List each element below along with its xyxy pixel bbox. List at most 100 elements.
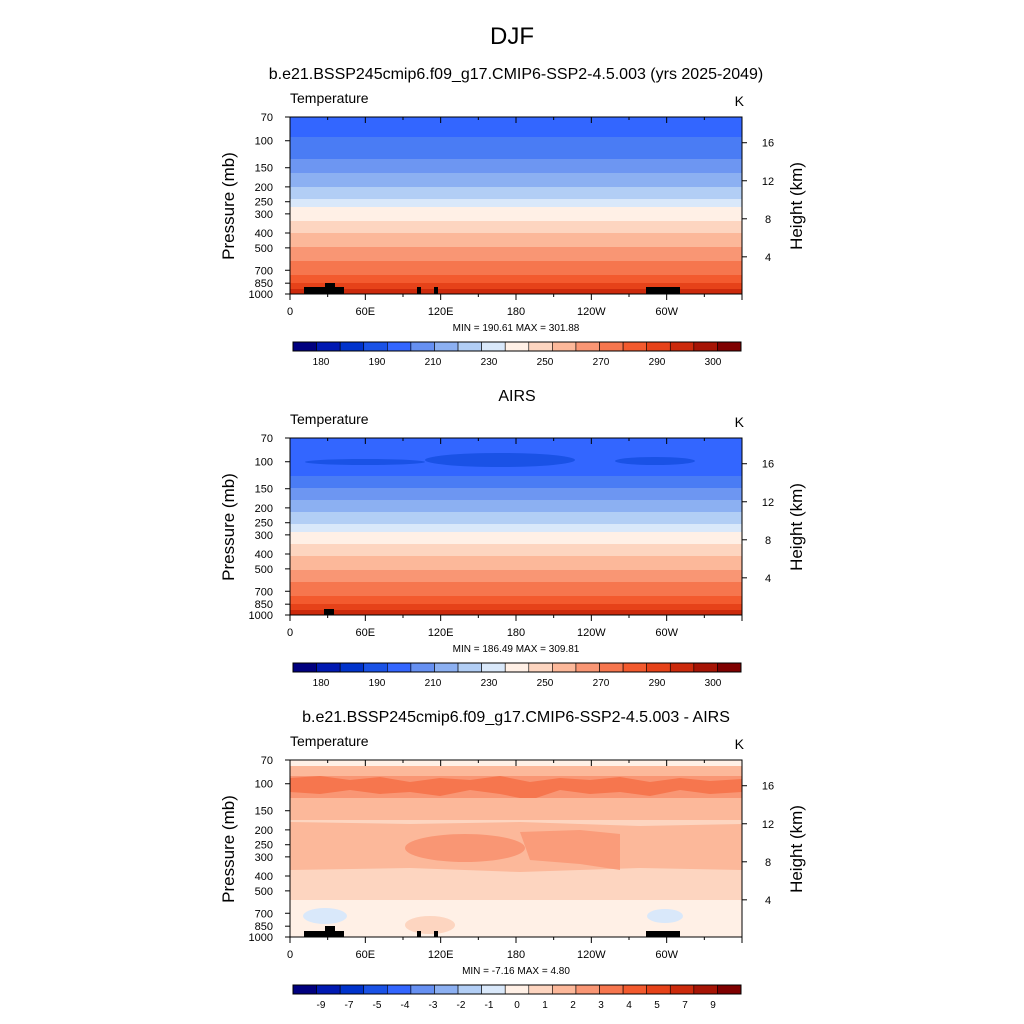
panel-2-band xyxy=(290,532,742,544)
panel-3-colorbar: -9 -7 -5 -4 -3 -2 -1 0 1 2 3 4 5 7 9 xyxy=(292,984,742,1011)
x-tick-label: 0 xyxy=(287,627,293,639)
panel-2-band xyxy=(290,512,742,524)
colorbar-label: -9 xyxy=(317,1000,326,1011)
panel-1-band xyxy=(290,261,742,275)
colorbar-label: 230 xyxy=(481,678,498,689)
colorbar-swatch xyxy=(693,662,718,673)
y-tick-label: 150 xyxy=(255,163,273,175)
panel-2-band xyxy=(290,596,742,604)
colorbar-swatch xyxy=(363,984,388,995)
panel-1-title: b.e21.BSSP245cmip6.f09_g17.CMIP6-SSP2-4.… xyxy=(269,66,764,83)
colorbar-swatch xyxy=(363,662,388,673)
colorbar-swatch xyxy=(481,984,506,995)
colorbar-swatch xyxy=(646,984,671,995)
panel-1-height-axis: 4 8 12 16 xyxy=(742,138,774,264)
colorbar-label: -3 xyxy=(429,1000,438,1011)
colorbar-swatch xyxy=(528,662,553,673)
colorbar-swatch xyxy=(410,984,435,995)
colorbar-swatch xyxy=(434,984,459,995)
panel-3-ylabel-right: Height (km) xyxy=(787,805,806,893)
panel-2: AIRS Temperature K 701001502002503004005… xyxy=(219,388,806,689)
y-tick-label: 500 xyxy=(255,243,273,255)
colorbar-swatch xyxy=(387,341,412,352)
colorbar-swatch xyxy=(339,984,365,995)
y-tick-label: 400 xyxy=(255,871,273,883)
colorbar-label: 210 xyxy=(425,678,442,689)
colorbar-swatch xyxy=(717,341,742,352)
panel-1-x-axis: 0 60E 120E 180 120W 60W xyxy=(287,117,743,318)
colorbar-swatch xyxy=(481,341,506,352)
colorbar-label: 1 xyxy=(542,1000,548,1011)
colorbar-swatch xyxy=(646,341,671,352)
height-tick-label: 4 xyxy=(765,573,771,585)
x-tick-label: 120W xyxy=(577,627,606,639)
colorbar-label: -7 xyxy=(345,1000,354,1011)
x-tick-label: 120E xyxy=(428,949,454,961)
panel-3-cool-region xyxy=(647,909,683,923)
panel-1-ylabel: Pressure (mb) xyxy=(219,152,238,260)
panel-2-band xyxy=(290,582,742,596)
colorbar-swatch xyxy=(316,341,341,352)
colorbar-swatch xyxy=(481,662,506,673)
panel-2-ylabel-right: Height (km) xyxy=(787,483,806,571)
colorbar-label: 270 xyxy=(593,357,610,368)
y-tick-label: 300 xyxy=(255,530,273,542)
colorbar-swatch xyxy=(717,984,742,995)
y-tick-label: 300 xyxy=(255,209,273,221)
panel-1-band xyxy=(290,275,742,283)
x-tick-label: 0 xyxy=(287,306,293,318)
height-tick-label: 4 xyxy=(765,895,771,907)
colorbar-swatch xyxy=(693,341,718,352)
colorbar-swatch xyxy=(410,341,435,352)
panel-3-warm-region xyxy=(290,776,742,800)
y-tick-label: 70 xyxy=(261,433,273,445)
colorbar-label: -5 xyxy=(373,1000,382,1011)
colorbar-swatch xyxy=(552,662,577,673)
panel-3-topography xyxy=(646,931,680,937)
colorbar-swatch xyxy=(457,662,482,673)
colorbar-swatch xyxy=(528,341,553,352)
panel-3-x-axis: 0 60E 120E 180 120W 60W xyxy=(287,760,743,961)
colorbar-label: 9 xyxy=(710,1000,716,1011)
panel-3: b.e21.BSSP245cmip6.f09_g17.CMIP6-SSP2-4.… xyxy=(219,709,806,1011)
panel-1-topography xyxy=(325,283,335,294)
colorbar-label: -4 xyxy=(401,1000,410,1011)
panel-1-band xyxy=(290,187,742,199)
panel-1-topography xyxy=(304,287,344,294)
colorbar-label: 180 xyxy=(313,678,330,689)
colorbar-label: 210 xyxy=(425,357,442,368)
colorbar-swatch xyxy=(622,984,647,995)
x-tick-label: 180 xyxy=(507,949,525,961)
y-tick-label: 700 xyxy=(255,908,273,920)
y-tick-label: 300 xyxy=(255,852,273,864)
colorbar-swatch xyxy=(669,341,695,352)
height-tick-label: 8 xyxy=(765,857,771,869)
colorbar-swatch xyxy=(528,984,553,995)
colorbar-swatch xyxy=(504,662,530,673)
panel-3-topography xyxy=(417,931,421,937)
panel-2-topography xyxy=(324,609,334,615)
panel-3-warm-region xyxy=(405,916,455,934)
panel-1-band xyxy=(290,221,742,233)
y-tick-label: 70 xyxy=(261,755,273,767)
x-tick-label: 120W xyxy=(577,949,606,961)
colorbar-label: 0 xyxy=(514,1000,520,1011)
y-tick-label: 100 xyxy=(255,136,273,148)
x-tick-label: 60E xyxy=(356,306,376,318)
colorbar-label: 230 xyxy=(481,357,498,368)
panel-2-colorbar: 180 190 210 230 250 270 290 300 xyxy=(292,662,742,689)
panel-2-band xyxy=(290,570,742,582)
y-tick-label: 100 xyxy=(255,457,273,469)
colorbar-label: 5 xyxy=(654,1000,660,1011)
panel-2-ylabel: Pressure (mb) xyxy=(219,473,238,581)
colorbar-frame xyxy=(292,984,742,995)
colorbar-swatch xyxy=(669,662,695,673)
panel-2-cold-region xyxy=(425,453,575,467)
y-tick-label: 700 xyxy=(255,265,273,277)
colorbar-swatch xyxy=(622,341,647,352)
panel-2-cold-region xyxy=(615,457,695,465)
